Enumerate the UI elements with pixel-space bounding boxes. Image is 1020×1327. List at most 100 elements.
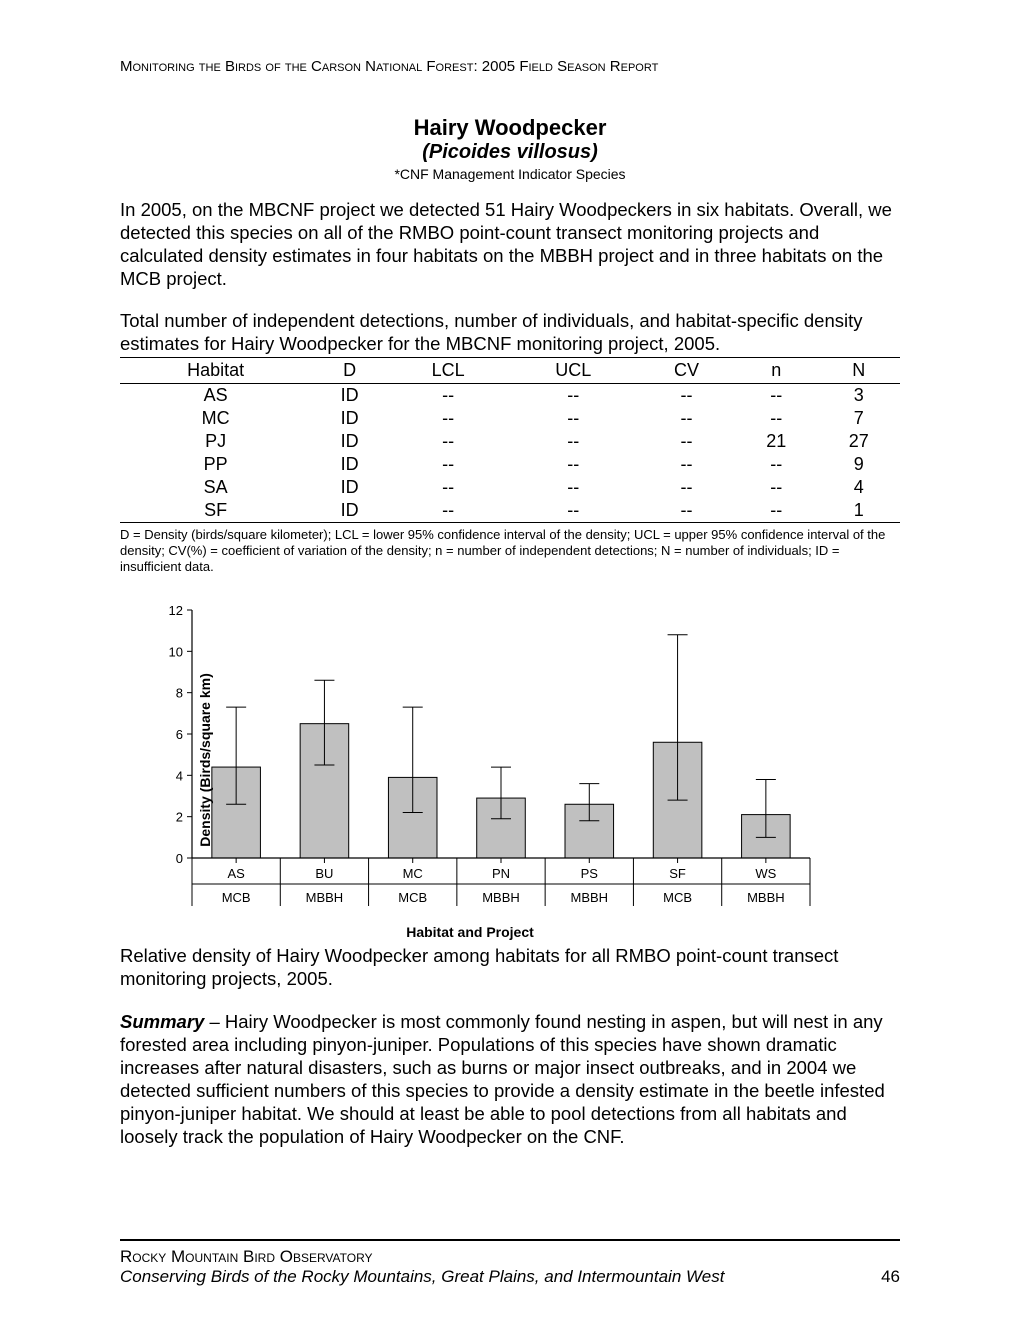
table-col-header: LCL [388,357,509,383]
page-number: 46 [881,1267,900,1287]
table-header-row: HabitatDLCLUCLCVnN [120,357,900,383]
species-note: *CNF Management Indicator Species [120,166,900,182]
table-cell: -- [638,499,735,523]
table-cell: 1 [818,499,900,523]
table-cell: -- [388,407,509,430]
table-cell: -- [638,476,735,499]
table-col-header: D [311,357,387,383]
intro-paragraph: In 2005, on the MBCNF project we detecte… [120,198,900,291]
table-cell: -- [388,383,509,407]
page: Monitoring the Birds of the Carson Natio… [0,0,1020,1327]
svg-text:MCB: MCB [398,890,427,905]
svg-text:0: 0 [176,851,183,866]
table-col-header: n [735,357,817,383]
chart-svg: 0 2 4 6 8 10 12 AS MCB BU MBBH MC MCB PN MBBH PS MBBH SF M… [120,600,820,920]
svg-text:2: 2 [176,809,183,824]
chart-x-axis-label: Habitat and Project [120,924,820,940]
table-cell: -- [508,453,637,476]
density-bar-chart: Density (Birds/square km) 024681012ASMCB… [120,600,820,920]
table-cell: -- [735,383,817,407]
svg-text:6: 6 [176,727,183,742]
table-cell: PJ [120,430,311,453]
table-cell: -- [508,383,637,407]
table-cell: -- [388,430,509,453]
svg-text:10: 10 [169,644,183,659]
table-cell: -- [508,499,637,523]
summary-paragraph: Summary – Hairy Woodpecker is most commo… [120,1010,900,1149]
table-cell: -- [388,453,509,476]
table-cell: ID [311,499,387,523]
svg-text:BU: BU [315,866,333,881]
table-cell: -- [735,499,817,523]
svg-text:AS: AS [227,866,245,881]
table-cell: -- [735,407,817,430]
table-cell: -- [508,430,637,453]
table-cell: AS [120,383,311,407]
table-cell: 4 [818,476,900,499]
footer-rule [120,1239,900,1241]
chart-y-axis-label: Density (Birds/square km) [197,673,213,847]
table-cell: 27 [818,430,900,453]
table-cell: -- [508,407,637,430]
table-cell: -- [735,476,817,499]
table-cell: SF [120,499,311,523]
summary-body: – Hairy Woodpecker is most commonly foun… [120,1011,885,1148]
table-row: ASID--------3 [120,383,900,407]
svg-text:MCB: MCB [222,890,251,905]
species-common-name: Hairy Woodpecker [120,115,900,141]
footer-tagline: Conserving Birds of the Rocky Mountains,… [120,1267,900,1287]
svg-text:SF: SF [669,866,686,881]
footer-tagline-text: Conserving Birds of the Rocky Mountains,… [120,1267,724,1286]
table-cell: ID [311,476,387,499]
svg-text:MC: MC [403,866,423,881]
svg-text:PN: PN [492,866,510,881]
density-table: HabitatDLCLUCLCVnN ASID--------3MCID----… [120,357,900,523]
table-cell: -- [638,407,735,430]
svg-text:WS: WS [755,866,776,881]
table-cell: 9 [818,453,900,476]
table-row: PPID--------9 [120,453,900,476]
svg-text:MBBH: MBBH [747,890,785,905]
table-cell: -- [388,499,509,523]
table-footnote: D = Density (birds/square kilometer); LC… [120,527,900,576]
table-cell: PP [120,453,311,476]
table-cell: -- [638,430,735,453]
table-cell: -- [508,476,637,499]
table-cell: -- [388,476,509,499]
svg-text:8: 8 [176,685,183,700]
table-cell: ID [311,407,387,430]
table-cell: ID [311,453,387,476]
svg-text:MBBH: MBBH [306,890,344,905]
running-header: Monitoring the Birds of the Carson Natio… [120,58,900,75]
table-cell: ID [311,430,387,453]
svg-text:12: 12 [169,603,183,618]
footer-org: Rocky Mountain Bird Observatory [120,1247,900,1267]
svg-text:MBBH: MBBH [482,890,520,905]
table-row: SFID--------1 [120,499,900,523]
table-row: MCID--------7 [120,407,900,430]
table-row: PJID------2127 [120,430,900,453]
table-cell: MC [120,407,311,430]
table-cell: SA [120,476,311,499]
table-col-header: CV [638,357,735,383]
svg-text:PS: PS [581,866,599,881]
table-cell: 3 [818,383,900,407]
title-block: Hairy Woodpecker (Picoides villosus) *CN… [120,115,900,182]
svg-text:MCB: MCB [663,890,692,905]
table-cell: -- [638,453,735,476]
table-col-header: N [818,357,900,383]
svg-text:MBBH: MBBH [571,890,609,905]
table-col-header: Habitat [120,357,311,383]
summary-lead: Summary [120,1011,204,1032]
table-row: SAID--------4 [120,476,900,499]
table-cell: -- [735,453,817,476]
table-cell: -- [638,383,735,407]
table-col-header: UCL [508,357,637,383]
chart-caption: Relative density of Hairy Woodpecker amo… [120,944,900,990]
table-caption: Total number of independent detections, … [120,309,900,355]
species-scientific-name: (Picoides villosus) [120,141,900,164]
svg-text:4: 4 [176,768,183,783]
table-cell: 7 [818,407,900,430]
table-cell: 21 [735,430,817,453]
table-cell: ID [311,383,387,407]
